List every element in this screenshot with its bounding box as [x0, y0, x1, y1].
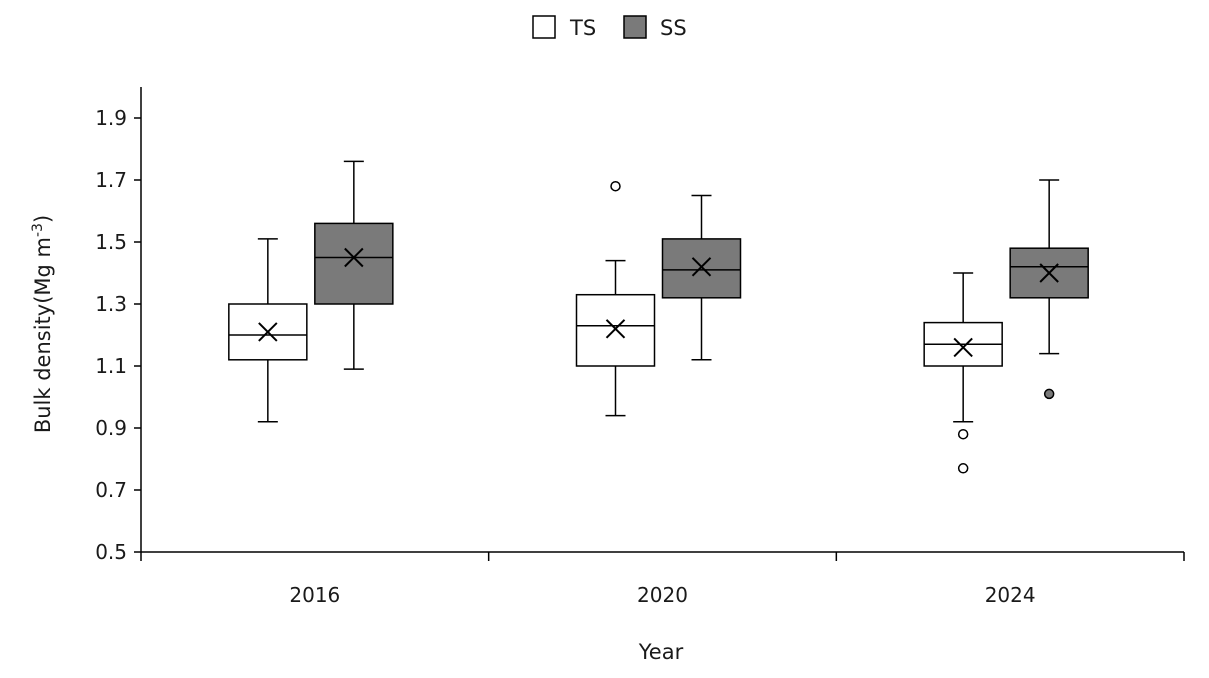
mean-marker-stroke	[258, 322, 278, 342]
y-tick-label: 1.9	[95, 106, 127, 130]
mean-marker	[344, 247, 364, 268]
box-ts-2016	[228, 238, 308, 423]
y-tick-label: 1.1	[95, 354, 127, 378]
legend-label-ts: TS	[569, 16, 596, 40]
x-axis-title: Year	[638, 640, 684, 664]
outlier-point	[957, 463, 969, 474]
legend-label-ss: SS	[660, 16, 687, 40]
x-tick-label: 2020	[637, 583, 688, 607]
mean-marker	[1039, 263, 1059, 283]
y-tick-label: 1.7	[95, 168, 127, 192]
mean-marker-stroke	[953, 337, 973, 358]
iqr-box	[575, 293, 656, 367]
legend-swatch-ts	[532, 15, 556, 39]
y-tick-label: 1.3	[95, 292, 127, 316]
y-tick-label: 0.5	[95, 540, 127, 564]
box-series	[228, 160, 1089, 474]
iqr-box	[314, 222, 394, 305]
outlier-point	[610, 180, 621, 192]
mean-marker-stroke	[691, 257, 712, 277]
y-axis-title-close: )	[31, 215, 55, 223]
y-axis-title-superscript: -3	[30, 223, 46, 237]
y-axis-title: Bulk density(Mg m-3)	[30, 215, 55, 433]
mean-marker	[691, 257, 712, 277]
legend: TS SS	[532, 15, 687, 40]
y-axis-title-main: Bulk density(Mg m	[31, 237, 55, 433]
y-tick-label: 0.9	[95, 416, 127, 440]
box-ts-2020	[575, 180, 656, 417]
mean-marker	[953, 337, 973, 358]
x-axis-ticks: 2016 2020 2024	[140, 552, 1185, 607]
y-axis-ticks: 0.5 0.7 0.9 1.1 1.3 1.5 1.7 1.9	[95, 106, 141, 564]
y-tick-label: 0.7	[95, 478, 127, 502]
x-tick-label: 2024	[985, 583, 1036, 607]
x-tick-label: 2016	[289, 583, 340, 607]
mean-marker-stroke	[1039, 263, 1059, 283]
box-ts-2024	[923, 272, 1003, 474]
mean-marker	[605, 319, 626, 339]
y-tick-label: 1.5	[95, 230, 127, 254]
box-ss-2024	[1009, 179, 1089, 400]
box-ss-2016	[314, 160, 394, 370]
mean-marker	[258, 322, 278, 342]
box-ss-2020	[661, 194, 742, 361]
legend-swatch-ss	[623, 15, 647, 39]
mean-marker-stroke	[605, 319, 626, 339]
iqr-box	[661, 238, 742, 299]
outlier-point	[1043, 388, 1055, 400]
outlier-point	[957, 428, 969, 440]
mean-marker-stroke	[344, 247, 364, 268]
